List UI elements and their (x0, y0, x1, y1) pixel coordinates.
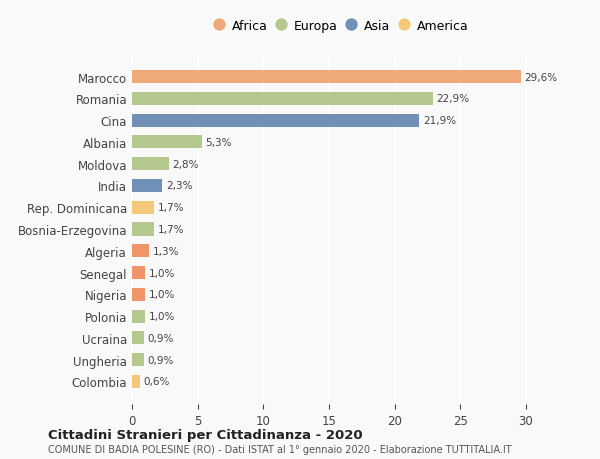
Bar (132, 266, 145, 280)
Text: 2,8%: 2,8% (173, 159, 199, 169)
Text: COMUNE DI BADIA POLESINE (RO) - Dati ISTAT al 1° gennaio 2020 - Elaborazione TUT: COMUNE DI BADIA POLESINE (RO) - Dati IST… (48, 444, 512, 454)
Bar (132, 245, 149, 258)
Bar (132, 136, 202, 149)
Legend: Africa, Europa, Asia, America: Africa, Europa, Asia, America (212, 16, 472, 36)
Bar (132, 114, 419, 128)
Bar (132, 158, 169, 171)
Bar (132, 375, 140, 388)
Bar (132, 288, 145, 301)
Bar (132, 201, 154, 214)
Bar (132, 331, 144, 345)
Text: 22,9%: 22,9% (437, 94, 470, 104)
Text: 1,0%: 1,0% (149, 268, 175, 278)
Text: Cittadini Stranieri per Cittadinanza - 2020: Cittadini Stranieri per Cittadinanza - 2… (48, 428, 362, 442)
Text: 29,6%: 29,6% (524, 73, 557, 83)
Bar (132, 223, 154, 236)
Bar (132, 353, 144, 366)
Bar (132, 93, 433, 106)
Text: 1,0%: 1,0% (149, 311, 175, 321)
Text: 1,7%: 1,7% (158, 224, 185, 235)
Text: 0,9%: 0,9% (148, 333, 174, 343)
Bar (132, 310, 145, 323)
Text: 1,7%: 1,7% (158, 203, 185, 213)
Text: 2,3%: 2,3% (166, 181, 193, 191)
Text: 21,9%: 21,9% (424, 116, 457, 126)
Text: 0,6%: 0,6% (144, 376, 170, 386)
Bar (132, 71, 521, 84)
Bar (132, 179, 162, 193)
Text: 1,3%: 1,3% (153, 246, 179, 256)
Text: 0,9%: 0,9% (148, 355, 174, 365)
Text: 1,0%: 1,0% (149, 290, 175, 300)
Text: 5,3%: 5,3% (205, 138, 232, 148)
